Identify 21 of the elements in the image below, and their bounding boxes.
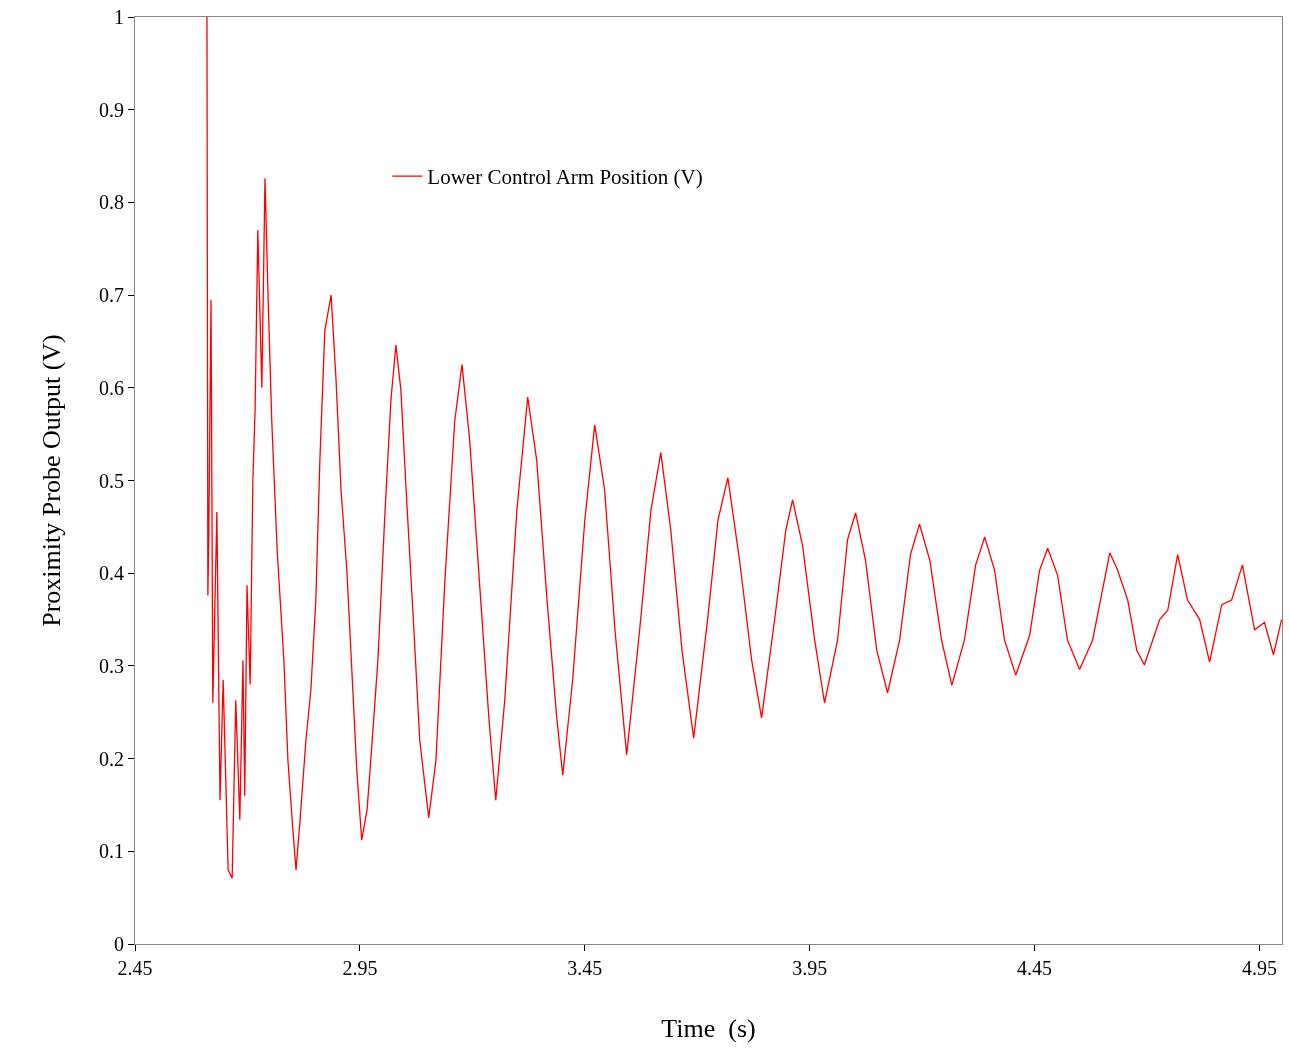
x-tick-label: 3.45 (567, 957, 603, 979)
y-tick-label: 0.6 (99, 376, 124, 399)
x-tick-label: 4.95 (1242, 957, 1278, 979)
y-tick-label: 0.3 (99, 654, 124, 677)
y-tick-label: 0.7 (99, 284, 124, 307)
x-tick-label: 3.95 (792, 957, 828, 979)
y-tick-label: 0.5 (99, 469, 124, 492)
y-tick-label: 0.2 (99, 747, 124, 770)
x-tick-label: 2.95 (342, 957, 378, 979)
y-tick-label: 0.1 (99, 840, 124, 863)
y-axis-title: Proximity Probe Output (V) (37, 334, 67, 627)
x-axis-title: Time (s) (661, 1013, 756, 1043)
y-tick-label: 1 (114, 6, 124, 28)
x-tick-label: 4.45 (1017, 957, 1053, 979)
legend-label: Lower Control Arm Position (V) (427, 165, 703, 190)
y-tick-label: 0.9 (99, 98, 124, 121)
line-series (206, 17, 1282, 879)
y-tick-label: 0 (114, 933, 124, 955)
x-tick-label: 2.45 (117, 957, 153, 979)
y-tick-label: 0.4 (99, 562, 124, 585)
y-tick-label: 0.8 (99, 191, 124, 214)
